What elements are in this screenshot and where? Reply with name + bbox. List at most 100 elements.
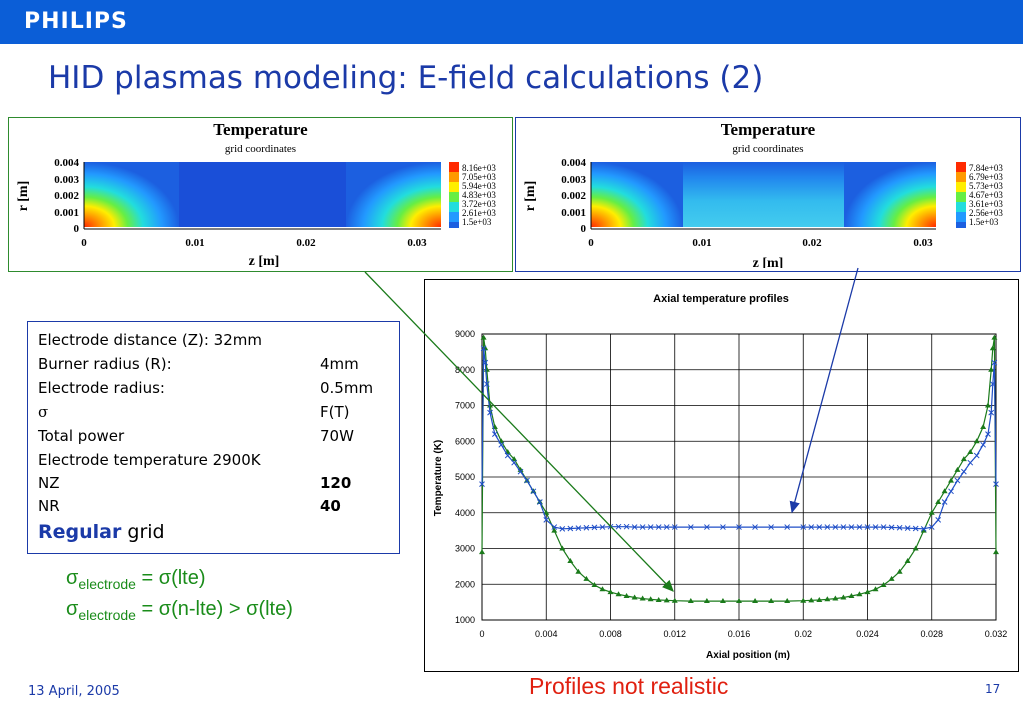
x-axis-label: Axial position (m)	[706, 650, 790, 661]
data-point	[989, 345, 996, 351]
data-point	[736, 598, 742, 604]
data-point	[655, 596, 662, 602]
legend-value: 3.72e+03	[462, 199, 496, 209]
data-point	[848, 524, 855, 530]
y-tick-label: 1000	[455, 615, 475, 625]
z-tick-label: 0.03	[913, 237, 933, 249]
data-point	[856, 591, 863, 597]
data-point	[948, 488, 954, 495]
slide-title: HID plasmas modeling: E-field calculatio…	[48, 60, 764, 96]
y-tick-label: 4000	[455, 508, 475, 518]
param-value: 0.5mm	[320, 379, 374, 397]
z-tick-label: 0	[588, 237, 594, 249]
sigma-subscript: electrode	[78, 576, 136, 592]
contour-plot-right-svg: 0.004 0.003 0.002 0.001 0 0 0.01 0.02 0.…	[523, 157, 1003, 268]
sigma-symbol: σ	[66, 567, 79, 589]
r-tick-label: 0	[581, 223, 587, 235]
r-tick-label: 0.001	[54, 207, 79, 219]
data-point	[808, 597, 815, 603]
data-point	[993, 481, 999, 488]
data-point	[816, 596, 823, 602]
data-point	[967, 459, 974, 466]
param-value: 70W	[320, 427, 354, 445]
data-point	[988, 366, 995, 372]
r-tick-label: 0.002	[54, 190, 79, 202]
hot-region-right	[346, 162, 441, 227]
contour-plot-left: Temperature grid coordinates	[8, 117, 513, 272]
r-tick-label: 0.004	[561, 157, 586, 169]
param-label: Electrode radius:	[38, 379, 165, 397]
z-axis-label: z [m]	[249, 254, 280, 268]
data-point	[961, 468, 967, 475]
data-point	[607, 589, 614, 595]
data-point	[912, 545, 919, 551]
contour-title: Temperature	[213, 120, 308, 139]
z-tick-label: 0.01	[692, 237, 711, 249]
brand-logo: PHILIPS	[24, 9, 128, 34]
data-point	[671, 597, 678, 603]
param-label: NZ	[38, 474, 60, 492]
param-label: Burner radius (R):	[38, 355, 172, 373]
z-tick-label: 0.01	[185, 237, 204, 249]
color-legend-left	[449, 162, 459, 228]
data-point	[719, 598, 726, 604]
legend-value: 1.5e+03	[462, 217, 492, 227]
y-tick-label: 3000	[455, 544, 475, 554]
legend-value: 2.61e+03	[462, 208, 496, 218]
data-point	[784, 598, 791, 604]
z-axis-label: z [m]	[753, 256, 784, 268]
data-point	[824, 524, 831, 530]
data-point	[800, 524, 807, 530]
contour-subtitle: grid coordinates	[732, 143, 804, 155]
parameters-box: Electrode distance (Z): 32mm Burner radi…	[27, 321, 400, 554]
data-point	[888, 575, 895, 581]
param-label: Total power	[38, 427, 125, 445]
sigma-symbol: σ	[66, 598, 79, 620]
data-point	[800, 597, 807, 603]
data-point	[896, 524, 903, 531]
grid-type-rest: grid	[121, 521, 165, 543]
r-tick-label: 0.002	[561, 190, 586, 202]
data-point	[832, 524, 839, 530]
y-tick-label: 5000	[455, 472, 475, 482]
data-point	[928, 524, 935, 530]
x-tick-label: 0.016	[728, 629, 751, 639]
r-tick-label: 0	[74, 223, 80, 235]
z-tick-label: 0.02	[296, 237, 316, 249]
data-point	[824, 596, 831, 602]
contour-plot-right: Temperature grid coordinates 0.004 0.003…	[515, 117, 1021, 272]
header-bar: PHILIPS	[0, 0, 1023, 44]
data-point	[948, 477, 955, 483]
hot-region-left	[84, 162, 179, 227]
data-point	[639, 595, 646, 601]
legend-value: 7.05e+03	[462, 172, 496, 182]
data-point	[904, 558, 911, 564]
chart-title: Axial temperature profiles	[653, 293, 789, 305]
data-point	[991, 334, 998, 340]
data-point	[920, 525, 927, 532]
data-point	[703, 598, 710, 604]
sigma-line-2: σelectrode = σ(n-lte) > σ(lte)	[66, 598, 293, 623]
legend-value: 2.56e+03	[969, 208, 1003, 218]
footer-date: 13 April, 2005	[28, 684, 120, 699]
legend-value: 3.61e+03	[969, 199, 1003, 209]
data-point	[872, 524, 879, 530]
x-tick-label: 0.028	[920, 629, 943, 639]
contour-plot-left-svg: 0.004 0.003 0.002 0.001 0 0 0.01 0.02 0.…	[16, 157, 496, 268]
y-tick-label: 6000	[455, 436, 475, 446]
data-point	[832, 595, 839, 601]
sigma-rest: = σ(n-lte) > σ(lte)	[135, 598, 293, 620]
chart-grid	[481, 333, 997, 621]
data-point	[647, 596, 654, 602]
sigma-subscript: electrode	[78, 607, 136, 623]
data-point	[980, 423, 987, 429]
data-point	[808, 524, 815, 530]
x-tick-label: 0.004	[535, 629, 558, 639]
data-point	[912, 525, 919, 532]
data-point	[752, 524, 758, 530]
sigma-line-1: σelectrode = σ(lte)	[66, 567, 206, 592]
legend-value: 6.79e+03	[969, 172, 1003, 182]
z-tick-label: 0.02	[802, 237, 822, 249]
sigma-rest: = σ(lte)	[135, 567, 206, 589]
data-point	[768, 598, 775, 604]
